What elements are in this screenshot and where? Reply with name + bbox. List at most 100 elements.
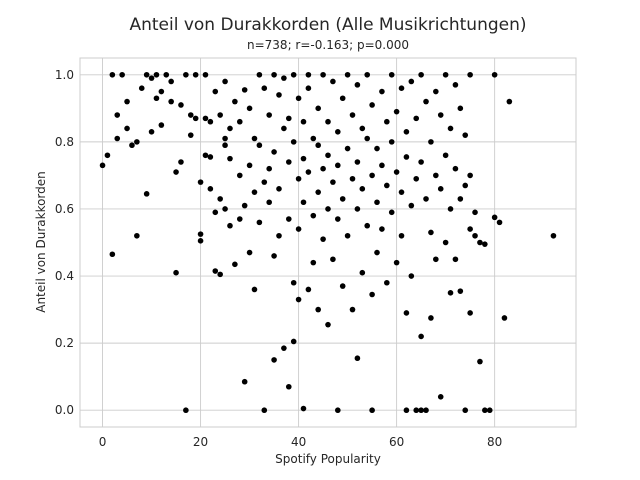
scatter-point xyxy=(207,154,214,160)
scatter-point xyxy=(482,241,488,247)
scatter-point xyxy=(187,132,194,138)
x-tick-label: 40 xyxy=(291,435,306,449)
scatter-point xyxy=(452,82,459,88)
scatter-point xyxy=(207,118,214,125)
scatter-point xyxy=(271,149,277,155)
scatter-point xyxy=(236,216,243,222)
scatter-point xyxy=(310,212,317,219)
scatter-point xyxy=(379,226,385,232)
scatter-point xyxy=(295,95,302,102)
scatter-point xyxy=(241,202,248,209)
scatter-point xyxy=(418,407,424,414)
scatter-point xyxy=(447,125,454,132)
scatter-point xyxy=(251,135,258,142)
scatter-point xyxy=(506,98,513,105)
scatter-point xyxy=(300,405,307,412)
scatter-point xyxy=(236,118,243,125)
scatter-point xyxy=(99,162,106,169)
scatter-point xyxy=(251,286,258,293)
scatter-point xyxy=(467,71,473,78)
scatter-point xyxy=(129,142,135,149)
scatter-point xyxy=(486,407,493,414)
scatter-point xyxy=(148,129,155,135)
scatter-point xyxy=(384,182,390,189)
scatter-point xyxy=(447,206,454,212)
scatter-point xyxy=(232,98,238,105)
scatter-point xyxy=(256,142,263,149)
y-axis-label: Anteil von Durakkorden xyxy=(34,171,48,313)
scatter-point xyxy=(197,231,204,237)
scatter-point xyxy=(114,112,121,118)
scatter-point xyxy=(359,269,366,276)
scatter-point xyxy=(408,78,415,85)
scatter-point xyxy=(423,98,429,105)
scatter-point xyxy=(153,71,160,78)
scatter-point xyxy=(403,407,410,414)
y-tick-label: 0.8 xyxy=(55,135,74,149)
chart-subtitle: n=738; r=-0.163; p=0.000 xyxy=(247,38,409,52)
scatter-point xyxy=(281,125,287,132)
x-tick-label: 0 xyxy=(99,435,107,449)
scatter-point xyxy=(354,355,361,362)
scatter-point xyxy=(143,191,150,197)
scatter-point xyxy=(477,358,483,365)
scatter-point xyxy=(408,273,415,279)
scatter-point xyxy=(418,333,424,340)
scatter-point xyxy=(281,345,287,351)
scatter-point xyxy=(295,226,302,232)
scatter-point xyxy=(285,383,292,390)
scatter-point xyxy=(178,159,184,165)
scatter-point xyxy=(442,71,449,78)
scatter-point xyxy=(369,102,375,108)
scatter-point xyxy=(330,179,336,185)
scatter-point xyxy=(246,162,253,169)
scatter-point xyxy=(413,407,420,414)
scatter-point xyxy=(398,189,405,195)
scatter-point xyxy=(305,286,312,293)
scatter-point xyxy=(437,186,444,192)
scatter-point xyxy=(467,226,473,232)
scatter-point xyxy=(300,199,307,206)
scatter-point xyxy=(183,71,189,78)
scatter-point xyxy=(158,88,165,95)
scatter-point xyxy=(477,239,483,246)
scatter-point xyxy=(428,315,434,321)
scatter-point xyxy=(496,219,503,226)
scatter-point xyxy=(212,88,219,95)
scatter-point xyxy=(330,256,336,263)
scatter-point xyxy=(462,182,469,189)
scatter-point xyxy=(212,209,219,216)
scatter-point xyxy=(462,407,469,414)
scatter-point xyxy=(256,71,263,78)
scatter-point xyxy=(227,155,233,162)
scatter-point xyxy=(285,159,292,165)
scatter-point xyxy=(388,71,395,78)
y-tick-label: 0.6 xyxy=(55,202,74,216)
scatter-point xyxy=(251,189,258,195)
scatter-point xyxy=(413,175,420,182)
scatter-point xyxy=(124,98,130,105)
scatter-point xyxy=(423,407,429,414)
scatter-point xyxy=(197,179,204,185)
scatter-point xyxy=(467,310,473,316)
x-tick-label: 20 xyxy=(193,435,208,449)
scatter-point xyxy=(393,169,400,175)
scatter-point xyxy=(550,232,557,239)
scatter-point xyxy=(403,129,410,135)
scatter-point xyxy=(134,139,140,145)
scatter-point xyxy=(315,189,321,195)
scatter-point xyxy=(349,306,356,313)
scatter-point xyxy=(374,249,380,256)
scatter-point xyxy=(222,206,228,212)
scatter-point xyxy=(222,135,228,142)
scatter-point xyxy=(339,283,346,289)
scatter-point xyxy=(276,232,282,239)
scatter-point xyxy=(384,118,390,125)
scatter-point xyxy=(325,206,331,212)
scatter-point xyxy=(349,175,356,182)
scatter-point xyxy=(173,169,179,175)
scatter-point xyxy=(354,206,361,212)
scatter-point xyxy=(276,186,282,192)
scatter-point xyxy=(428,139,434,145)
